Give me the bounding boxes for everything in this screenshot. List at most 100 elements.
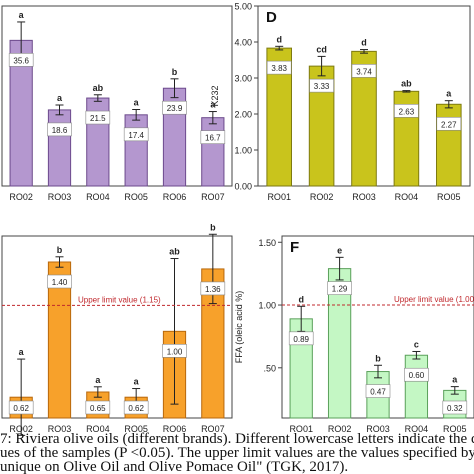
significance-letter: a [210, 100, 216, 110]
x-tick-label: RO02 [9, 424, 33, 434]
significance-letter: c [414, 339, 419, 349]
significance-letter: ab [93, 83, 104, 93]
value-label: 17.4 [128, 131, 144, 140]
x-tick-label: RO07 [201, 192, 225, 202]
value-label: 3.83 [271, 64, 287, 73]
value-label: 0.32 [447, 404, 463, 413]
value-label: 35.6 [13, 56, 29, 65]
y-tick-label: .50 [263, 363, 276, 373]
x-tick-label: RO03 [366, 424, 390, 434]
significance-letter: a [134, 377, 140, 387]
significance-letter: d [276, 34, 282, 44]
value-label-box [442, 400, 468, 415]
significance-letter: a [446, 89, 452, 99]
y-tick-label: 5.00 [234, 2, 252, 12]
value-label: 0.60 [409, 371, 425, 380]
value-label-box [266, 60, 292, 75]
value-label: 0.65 [90, 404, 106, 413]
value-label: 21.5 [90, 114, 106, 123]
value-label-box [8, 400, 34, 415]
y-axis-label: FFA (oleic acid %) [234, 291, 244, 364]
value-label-box [47, 122, 72, 137]
significance-letter: a [95, 375, 101, 385]
significance-letter: b [172, 67, 178, 77]
value-label-box [288, 331, 314, 346]
x-tick-label: RO03 [352, 192, 376, 202]
chart-panel-3: a 0.62 RO02 b 1.40 RO03 a 0.65 RO04 a 0.62 RO05 ab 1.… [1, 222, 233, 436]
value-label-box [123, 127, 149, 142]
significance-letter: d [298, 294, 304, 304]
x-tick-label: RO06 [163, 192, 187, 202]
x-tick-label: RO01 [289, 424, 313, 434]
value-label: 0.62 [128, 404, 144, 413]
x-tick-label: RO04 [395, 192, 419, 202]
x-tick-label: RO02 [310, 192, 334, 202]
plot-frame [1, 5, 233, 187]
significance-letter: cd [316, 44, 327, 54]
bar [404, 354, 429, 419]
value-label: 0.89 [293, 335, 309, 344]
value-label: 1.36 [205, 285, 221, 294]
value-label: 18.6 [52, 126, 68, 135]
caption-line-2: ues of the samples (P <0.05). The upper … [0, 445, 474, 461]
chart-panel-4: .50 1.00 1.50 FFA (oleic acid %) Fd 0.89 RO01 e… [234, 235, 474, 434]
panel-letter: D [266, 9, 277, 26]
significance-letter: b [57, 245, 63, 255]
value-label-box [85, 110, 111, 125]
value-label: 3.74 [356, 67, 372, 76]
value-label: 0.62 [13, 404, 29, 413]
value-label: 3.33 [314, 82, 330, 91]
y-tick-label: 1.00 [258, 301, 276, 311]
x-tick-label: RO05 [443, 424, 467, 434]
panel-letter: F [290, 239, 299, 256]
value-label: 0.47 [370, 388, 386, 397]
value-label-box [436, 116, 462, 131]
bar [124, 114, 148, 187]
x-tick-label: RO04 [405, 424, 429, 434]
value-label: 2.27 [441, 120, 457, 129]
y-tick-label: 1.50 [258, 238, 276, 248]
significance-letter: b [375, 353, 381, 363]
significance-letter: a [57, 93, 63, 103]
value-label-box [309, 78, 334, 93]
value-label-box [123, 400, 149, 415]
caption-line-1: 7: Riviera olive oils (different brands)… [0, 432, 474, 447]
significance-letter: a [134, 98, 140, 108]
caption-line-3: unique on Olive Oil and Olive Pomace Oil… [0, 459, 349, 474]
y-tick-label: 4.00 [234, 38, 252, 48]
x-tick-label: RO07 [201, 424, 225, 434]
y-tick-label: 1.00 [234, 146, 252, 156]
value-label-box [200, 130, 226, 144]
significance-letter: b [210, 222, 216, 232]
x-tick-label: RO06 [163, 424, 187, 434]
x-tick-label: RO03 [48, 424, 72, 434]
y-tick-label: 0.00 [234, 182, 252, 192]
value-label-box [351, 64, 377, 78]
significance-letter: a [19, 10, 25, 20]
value-label-box [404, 367, 429, 382]
x-tick-label: RO04 [86, 192, 110, 202]
value-label: 1.40 [52, 278, 68, 287]
plot-frame [1, 235, 233, 419]
value-label-box [162, 344, 187, 358]
value-label: 1.29 [332, 285, 348, 294]
chart-panel-2: 0.00 1.00 2.00 3.00 4.00 5.00 K232 Dd 3.83 RO01 cd… [210, 2, 471, 202]
value-label: 16.7 [205, 134, 221, 143]
chart-panel-1: a 35.6 RO02 a 18.6 RO03 ab 21.5 RO04 a 17.4 RO05 b 23… [1, 5, 233, 202]
x-tick-label: RO05 [124, 424, 148, 434]
figure-caption: 7: Riviera olive oils (different brands)… [0, 432, 474, 474]
x-tick-label: RO02 [9, 192, 33, 202]
value-label: 2.63 [399, 107, 415, 116]
y-tick-label: 3.00 [234, 74, 252, 84]
value-label-box [47, 274, 72, 289]
value-label-box [365, 384, 391, 398]
value-label-box [394, 104, 419, 118]
value-label-box [327, 281, 352, 295]
x-tick-label: RO03 [48, 192, 72, 202]
significance-letter: ab [401, 79, 412, 89]
value-label: 1.00 [167, 347, 183, 356]
y-axis-label: K232 [210, 85, 220, 106]
upper-limit-label: Upper limit value (1.00%) [394, 295, 474, 304]
significance-letter: e [337, 245, 342, 255]
